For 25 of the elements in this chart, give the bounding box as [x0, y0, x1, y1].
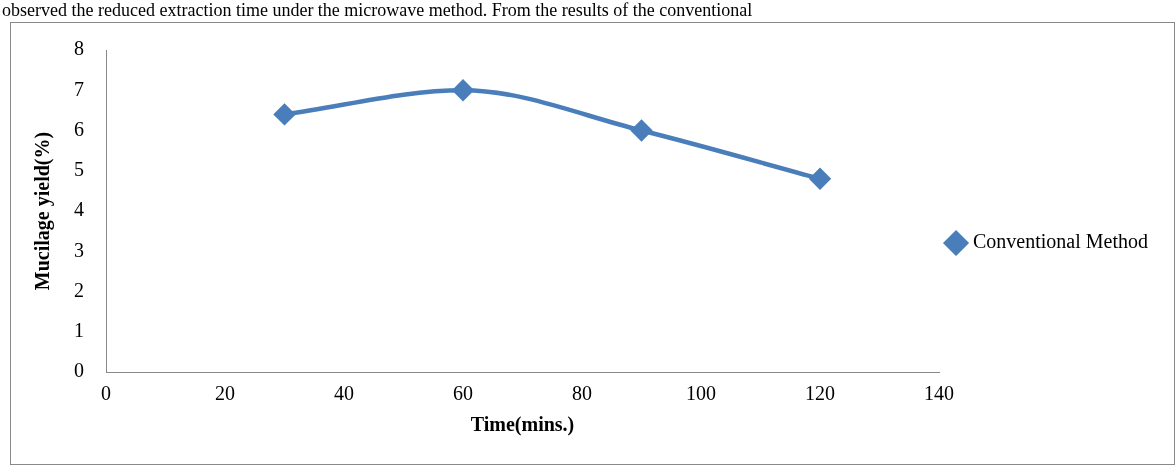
- point: [274, 104, 295, 125]
- x-tick-label: 120: [805, 382, 836, 405]
- y-tick-label: 8: [74, 37, 84, 60]
- x-tick-label: 100: [686, 382, 717, 405]
- y-tick-label: 2: [74, 278, 84, 301]
- x-tick-label: 60: [453, 382, 474, 405]
- x-axis-title: Time(mins.): [470, 413, 575, 437]
- x-tick-label: 140: [924, 382, 955, 405]
- y-tick-label: 4: [74, 198, 84, 221]
- y-tick-label: 7: [74, 77, 84, 100]
- y-tick-label: 5: [74, 158, 84, 180]
- point: [631, 120, 652, 141]
- point: [809, 168, 831, 190]
- y-tick-label: 0: [74, 359, 84, 382]
- point: [452, 80, 474, 101]
- text: observed the reduced extraction time under the microwave method. From the results of the conventional: [2, 0, 753, 20]
- y-tick-label: 1: [74, 319, 84, 341]
- y-tick-label: 3: [74, 238, 84, 261]
- x-tick-label: 80: [572, 382, 593, 405]
- y-axis-title: Mucilage yield(%): [31, 131, 55, 291]
- x-tick-label: 0: [101, 382, 111, 405]
- x-tick-label: 20: [215, 382, 235, 405]
- x-tick-label: 40: [334, 382, 355, 405]
- legend-label: Conventional Method: [973, 230, 1148, 253]
- y-tick-label: 6: [74, 117, 84, 140]
